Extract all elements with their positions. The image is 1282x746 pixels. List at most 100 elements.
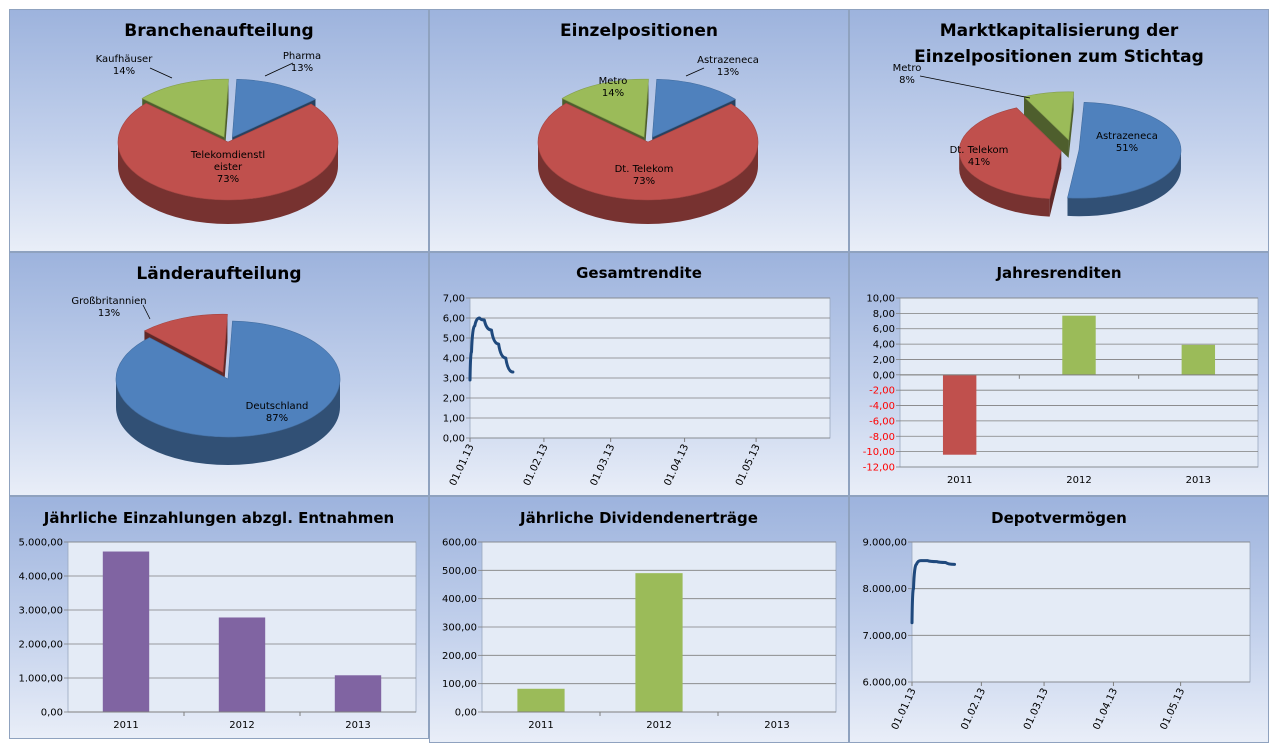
y-tick-label: 300,00 (442, 623, 477, 634)
y-tick-label: 1.000,00 (18, 674, 63, 685)
y-tick-label: 4,00 (873, 340, 895, 351)
chart-title: Depotvermögen (991, 509, 1127, 527)
pie-slice-wall (1049, 150, 1062, 217)
panel-gesamtrendite: Gesamtrendite 0,00 1,00 2,00 3,00 4,00 5,00 6,… (429, 252, 849, 496)
line-chart-gesamtrendite: 0,00 1,00 2,00 3,00 4,00 5,00 6,00 7,00 01.01.13… (443, 294, 831, 488)
x-tick-label: 2013 (1186, 475, 1211, 486)
pie-slice-gro-britannien (143, 313, 228, 373)
pie-slice-kaufh-user (141, 78, 229, 138)
x-tick-label: 01.05.13 (1159, 687, 1188, 732)
bar-2011 (942, 374, 977, 455)
x-tick-label: 2012 (1066, 475, 1091, 486)
pie-slice-wall (1068, 91, 1074, 158)
x-tick-label: 2011 (113, 720, 138, 731)
y-tick-label: 8.000,00 (862, 584, 907, 595)
x-tick-label: 01.02.13 (959, 687, 988, 732)
y-tick-label: 9.000,00 (862, 538, 907, 549)
pie-label-dt-telekom: Dt. Telekom (615, 164, 674, 175)
chart-title: Gesamtrendite (576, 264, 702, 282)
x-tick-label: 2013 (345, 720, 370, 731)
pie-slice-side (1067, 150, 1181, 217)
panel-einzahlungen: Jährliche Einzahlungen abzgl. Entnahmen … (9, 496, 429, 739)
bar-chart-dividenden: 0,00 100,00 200,00 300,00 400,00 500,00 600,00… (442, 538, 837, 731)
y-tick-label: 2,00 (443, 394, 465, 405)
plot-area (469, 297, 831, 439)
bar-chart-einzahlungen: 0,00 1.000,00 2.000,00 3.000,00 4.000,00 5.00… (18, 538, 417, 731)
y-tick-label: 5.000,00 (18, 538, 63, 549)
x-tick-label: 2012 (646, 720, 671, 731)
y-tick-label: 0,00 (443, 434, 465, 445)
chart-title: Jahresrenditen (996, 264, 1122, 282)
y-tick-label: 3,00 (443, 374, 465, 385)
pie-label-metro: Metro (893, 63, 922, 74)
pie-slice-dt-telekom (537, 102, 759, 201)
pie-label-deutschland: Deutschland (246, 401, 309, 412)
pie-leader-line (919, 75, 1031, 99)
pie-leader-line (685, 67, 705, 77)
pie-label-telekomdienstleister: eister (214, 162, 243, 173)
series-line (910, 559, 957, 625)
x-tick-label: 01.01.13 (890, 687, 919, 732)
chart-title: Branchenaufteilung (124, 21, 314, 41)
y-tick-label: 600,00 (442, 538, 477, 549)
bar-2013 (334, 675, 382, 712)
pie-label-astrazeneca: 51% (1116, 143, 1138, 154)
chart-title-line-1: Marktkapitalisierung der (939, 21, 1179, 41)
x-tick-label: 01.01.13 (448, 443, 477, 488)
y-tick-label: 500,00 (442, 566, 477, 577)
y-tick-label: 10,00 (866, 294, 895, 305)
pie-slice-telekomdienstleister (117, 102, 339, 201)
pie-label-astrazeneca: 13% (717, 67, 739, 78)
y-tick-label: -10,00 (863, 447, 895, 458)
pie-label-metro: Metro (599, 76, 628, 87)
y-tick-label: 400,00 (442, 594, 477, 605)
pie-slice-wall (1023, 96, 1069, 158)
pie-label-pharma: 13% (291, 63, 313, 74)
bar-2012 (218, 617, 266, 712)
y-tick-label: -2,00 (869, 386, 895, 397)
plot-area (911, 541, 1251, 683)
pie-label-astrazeneca: Astrazeneca (697, 55, 759, 66)
pie-label-dt-telekom: 73% (633, 176, 655, 187)
pie-slice-side (959, 150, 1050, 217)
x-tick-label: 2011 (528, 720, 553, 731)
pie-label-metro: 8% (899, 75, 915, 86)
pie-label-deutschland: 87% (266, 413, 288, 424)
pie-label-gro-britannien: 13% (98, 308, 120, 319)
y-tick-label: 2.000,00 (18, 640, 63, 651)
x-tick-label: 01.04.13 (662, 443, 691, 488)
panel-dividenden: Jährliche Dividendenerträge 0,00 100,00 20… (429, 496, 849, 743)
pie-label-metro: 14% (602, 88, 624, 99)
bar-2012 (1062, 315, 1096, 375)
y-tick-label: -4,00 (869, 401, 895, 412)
x-tick-label: 01.04.13 (1091, 687, 1120, 732)
pie-label-gro-britannien: Großbritannien (71, 296, 146, 307)
y-tick-label: 100,00 (442, 679, 477, 690)
y-tick-label: 6.000,00 (862, 678, 907, 689)
pie-label-telekomdienstleister: 73% (217, 174, 239, 185)
pie-label-dt-telekom: Dt. Telekom (950, 145, 1009, 156)
y-tick-label: 4.000,00 (18, 572, 63, 583)
y-tick-label: -6,00 (869, 416, 895, 427)
y-tick-label: 8,00 (873, 309, 895, 320)
panel-branchenaufteilung: Branchenaufteilung Pharma 13% Telekomdiens… (9, 9, 429, 252)
line-chart-depotvermoegen: 6.000,00 7.000,00 8.000,00 9.000,00 01.01.13… (862, 538, 1251, 732)
pie-leader-line (264, 62, 294, 77)
x-tick-label: 2012 (229, 720, 254, 731)
x-tick-label: 2013 (764, 720, 789, 731)
pie-slice-deutschland (115, 320, 341, 438)
bar-2011 (517, 688, 565, 712)
x-tick-label: 01.05.13 (734, 443, 763, 488)
pie-slice-astrazeneca (1067, 101, 1182, 199)
y-tick-label: 6,00 (873, 324, 895, 335)
y-tick-label: 4,00 (443, 354, 465, 365)
chart-title: Länderaufteilung (136, 264, 302, 284)
pie-leader-line (149, 67, 173, 79)
pie-slice-dt-telekom (958, 107, 1062, 199)
panel-depotvermoegen: Depotvermögen 6.000,00 7.000,00 8.000,00 9.… (849, 496, 1269, 743)
y-tick-label: 1,00 (443, 414, 465, 425)
y-tick-label: 3.000,00 (18, 606, 63, 617)
pie-slice-astrazeneca (651, 78, 737, 138)
